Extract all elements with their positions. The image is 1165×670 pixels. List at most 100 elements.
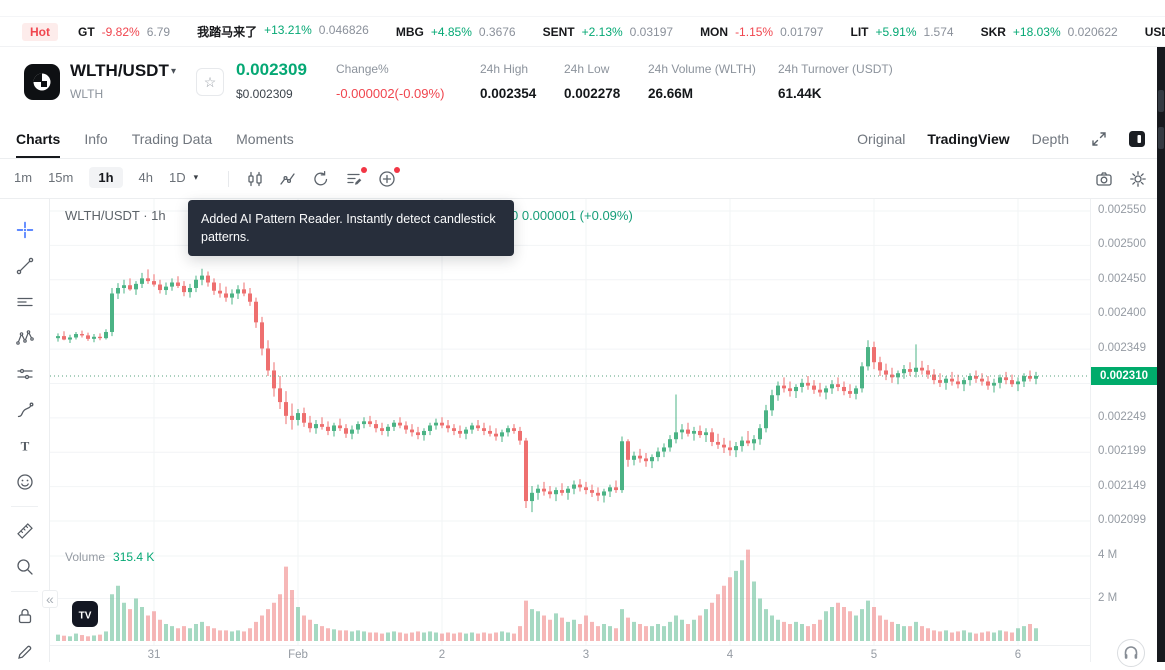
favorite-star-icon[interactable]: ☆	[196, 68, 224, 96]
pair-logo-icon	[24, 64, 60, 100]
ticker-item[interactable]: SKR +18.03% 0.020622	[981, 25, 1118, 39]
price-axis-label: 0.002249	[1098, 410, 1146, 423]
ticker-item[interactable]: MON -1.15% 0.01797	[700, 25, 823, 39]
section-tabbar: Charts Info Trading Data Moments Origina…	[0, 120, 1157, 159]
zoom-icon[interactable]	[0, 549, 50, 585]
ticker-symbol: GT	[78, 24, 95, 39]
ai-pattern-reader-icon[interactable]	[345, 167, 367, 188]
svg-text:3: 3	[583, 649, 589, 661]
ticker-price: 0.020622	[1067, 24, 1118, 39]
refresh-icon[interactable]	[312, 170, 330, 188]
ticker-change: -9.82%	[101, 24, 140, 39]
ticker-item[interactable]: MBG +4.85% 0.3676	[396, 25, 516, 39]
view-original[interactable]: Original	[857, 131, 906, 147]
ticker-item[interactable]: LIT +5.91% 1.574	[850, 25, 953, 39]
stat-value: 61.44K	[778, 86, 822, 101]
chart-type-candles-icon[interactable]	[246, 170, 264, 188]
price-axis-label: 0.002400	[1098, 307, 1146, 320]
chart-settings-gear-icon[interactable]	[1129, 170, 1147, 188]
brush-icon[interactable]	[0, 392, 50, 428]
chart-area[interactable]: 31 Feb 2 3 4 5 6 WLTH/USDT · 1h 0 0.000001 (+0…	[50, 199, 1157, 662]
interval-1m[interactable]: 1m	[14, 170, 33, 185]
time-axis-border	[50, 645, 1157, 646]
horizontal-line-icon[interactable]	[0, 284, 50, 320]
tab-trading-data[interactable]: Trading Data	[131, 131, 213, 147]
price-axis[interactable]: 0.002550 0.002500 0.002450 0.002400 0.002349…	[1090, 199, 1157, 662]
text-tool-icon[interactable]: T	[0, 428, 50, 464]
ticker-symbol: SKR	[980, 24, 1006, 39]
indicators-icon[interactable]	[279, 170, 297, 188]
volume-axis-label: 2 M	[1098, 591, 1118, 604]
last-price-usd: $0.002309	[236, 87, 293, 101]
stat-value: 0.002354	[480, 86, 537, 101]
interval-15m[interactable]: 15m	[48, 170, 74, 185]
pencil-edit-icon[interactable]	[0, 634, 50, 670]
interval-1h[interactable]: 1h	[89, 167, 123, 188]
svg-text:TV: TV	[79, 611, 92, 622]
svg-text:Feb: Feb	[288, 649, 308, 661]
price-axis-label: 0.002099	[1098, 514, 1146, 526]
hot-ticker-bar: Hot GT -9.82% 6.79 我踏马来了 +13.21% 0.04682…	[0, 17, 1165, 47]
candlestick-chart[interactable]: 31 Feb 2 3 4 5 6	[50, 199, 1090, 662]
ticker-symbol: USDC	[1144, 24, 1165, 39]
tab-info[interactable]: Info	[84, 131, 108, 147]
page-top-strip	[0, 0, 1165, 17]
trend-line-icon[interactable]	[0, 248, 50, 284]
toolbar-divider	[228, 171, 229, 187]
svg-text:6: 6	[1015, 649, 1021, 661]
ticker-change: +13.21%	[264, 23, 312, 37]
view-tradingview[interactable]: TradingView	[927, 131, 1010, 147]
cursor-crosshair-icon[interactable]	[0, 212, 50, 248]
toolbar-divider	[11, 506, 38, 507]
pair-symbol[interactable]: WLTH/USDT	[70, 61, 169, 80]
pair-base-name: WLTH	[70, 87, 104, 101]
ticker-item[interactable]: SENT +2.13% 0.03197	[543, 25, 673, 39]
price-axis-label: 0.002450	[1098, 272, 1146, 285]
support-headset-icon[interactable]	[1116, 638, 1146, 668]
ticker-change: -1.15%	[735, 24, 774, 39]
emoji-icon[interactable]	[0, 464, 50, 500]
ticker-price: 0.3676	[478, 24, 516, 39]
ticker-change: +5.91%	[875, 24, 917, 39]
pattern-xabcd-icon[interactable]	[0, 320, 50, 356]
pair-dropdown-caret[interactable]: ▾	[171, 66, 177, 77]
stat-label: 24h High	[480, 62, 529, 76]
ai-pattern-tooltip: Added AI Pattern Reader. Instantly detec…	[188, 200, 514, 257]
interval-4h[interactable]: 4h	[138, 170, 153, 185]
volume-legend: Volume 315.4 K	[65, 550, 154, 564]
lock-icon[interactable]	[0, 598, 50, 634]
ticker-item[interactable]: GT -9.82% 6.79	[78, 25, 170, 39]
notification-dot	[361, 167, 367, 173]
interval-dropdown-caret[interactable]: ▾	[193, 172, 199, 182]
panel-toggle-icon[interactable]	[1129, 131, 1145, 147]
tradingview-logo[interactable]: TV	[72, 601, 98, 627]
interval-1d[interactable]: 1D	[169, 170, 186, 185]
camera-snapshot-icon[interactable]	[1095, 170, 1113, 188]
volume-axis-label: 4 M	[1098, 549, 1118, 561]
position-tool-icon[interactable]	[0, 356, 50, 392]
pair-header: WLTH/USDT ▾ WLTH ☆ 0.002309 $0.002309 Ch…	[0, 47, 1157, 120]
view-depth[interactable]: Depth	[1031, 131, 1069, 147]
svg-text:5: 5	[871, 649, 877, 661]
tab-moments[interactable]: Moments	[236, 131, 294, 147]
svg-text:2: 2	[439, 649, 445, 661]
ticker-symbol: SENT	[542, 24, 575, 39]
ruler-measure-icon[interactable]	[0, 513, 50, 549]
svg-text:T: T	[21, 439, 30, 454]
add-indicator-icon[interactable]	[378, 167, 400, 188]
stat-label: 24h Turnover (USDT)	[778, 62, 893, 76]
ticker-item[interactable]: 我踏马来了 +13.21% 0.046826	[197, 23, 369, 40]
collapsed-right-panel[interactable]	[1157, 47, 1165, 662]
collapse-toolbar-chevron[interactable]: «	[42, 590, 58, 608]
stat-label: 24h Low	[564, 62, 610, 76]
current-price-tag: 0.002310	[1091, 366, 1157, 385]
drawing-toolbar: T	[0, 199, 50, 662]
tab-charts[interactable]: Charts	[16, 120, 61, 158]
ticker-item[interactable]: USDC -0.01% 1.0015	[1145, 25, 1165, 39]
ticker-change: +2.13%	[581, 24, 623, 39]
fullscreen-icon[interactable]	[1091, 131, 1107, 147]
ticker-symbol: LIT	[850, 24, 869, 39]
price-axis-label: 0.002349	[1098, 342, 1146, 355]
stat-value: 0.002278	[564, 86, 621, 101]
ticker-change: +18.03%	[1012, 24, 1061, 39]
